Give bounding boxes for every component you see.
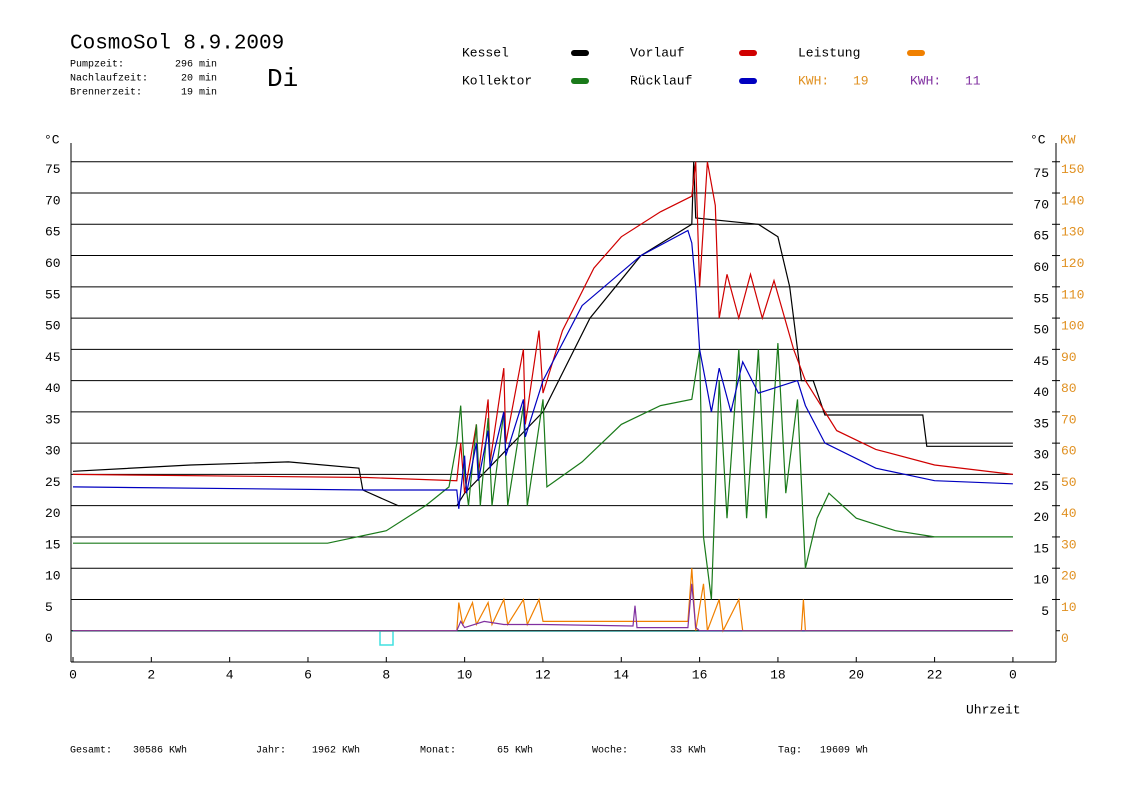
y-tick-label: 55	[45, 287, 61, 302]
x-tick-label: 10	[457, 667, 473, 682]
info-label: Nachlaufzeit:	[70, 73, 148, 85]
y-tick-label: 15	[45, 537, 61, 552]
chart-title: CosmoSol 8.9.2009	[70, 33, 284, 56]
legend-label: Leistung	[798, 45, 860, 60]
y-tick-label: 20	[45, 506, 61, 521]
kwh-label: KWH:	[910, 73, 941, 88]
y-tick-label: 5	[45, 600, 53, 615]
info-label: Pumpzeit:	[70, 59, 124, 71]
y2-tick-label: 100	[1061, 319, 1084, 334]
y-right-tick-label: 30	[1033, 448, 1049, 463]
legend-label: Kollektor	[462, 73, 532, 88]
footer-label: Woche:	[592, 745, 628, 757]
y-right-tick-label: 10	[1033, 573, 1049, 588]
x-tick-label: 6	[304, 667, 312, 682]
x-tick-label: 12	[535, 667, 551, 682]
y2-tick-label: 120	[1061, 256, 1084, 271]
footer-label: Monat:	[420, 746, 456, 757]
y-tick-label: 50	[45, 319, 61, 334]
x-tick-label: 0	[69, 667, 77, 682]
y2-tick-label: 60	[1061, 444, 1077, 459]
y2-tick-label: 50	[1061, 475, 1077, 490]
legend-label: Rücklauf	[630, 73, 692, 88]
y2-tick-label: 40	[1061, 506, 1077, 521]
y-tick-label: 65	[45, 225, 61, 240]
y-tick-label: 10	[45, 569, 61, 584]
y2-tick-label: 0	[1061, 631, 1069, 646]
y2-tick-label: 110	[1061, 287, 1084, 302]
y-tick-label: 35	[45, 412, 61, 427]
y-right-tick-label: 40	[1033, 385, 1049, 400]
y-tick-label: 70	[45, 193, 61, 208]
x-tick-label: 20	[848, 667, 864, 682]
y-right-tick-label: 60	[1033, 260, 1049, 275]
y2-tick-label: 150	[1061, 162, 1084, 177]
y-right-tick-label: 35	[1033, 416, 1049, 431]
x-tick-label: 14	[613, 667, 629, 682]
y2-tick-label: 130	[1061, 225, 1084, 240]
y-right-tick-label: 5	[1041, 604, 1049, 619]
footer-value: 19609 Wh	[820, 745, 868, 757]
y-right-tick-label: 50	[1033, 323, 1049, 338]
footer-label: Jahr:	[256, 745, 286, 757]
y2-tick-label: 70	[1061, 412, 1077, 427]
y2-tick-label: 140	[1061, 193, 1084, 208]
kwh-value: 11	[965, 73, 981, 88]
x-tick-label: 0	[1009, 667, 1017, 682]
x-tick-label: 22	[927, 667, 943, 682]
x-tick-label: 8	[382, 667, 390, 682]
series-line	[72, 229, 1013, 509]
legend-label: Kessel	[462, 45, 509, 60]
x-axis-label: Uhrzeit	[966, 702, 1021, 717]
marker-box	[379, 630, 394, 646]
y2-tick-label: 90	[1061, 350, 1077, 365]
x-tick-label: 16	[692, 667, 708, 682]
kwh-label: KWH:	[798, 73, 829, 88]
y-right-tick-label: 20	[1033, 510, 1049, 525]
y2-axis-label: KW	[1060, 132, 1076, 147]
y-tick-label: 40	[45, 381, 61, 396]
footer-label: Gesamt:	[70, 746, 112, 757]
series-line	[73, 568, 1013, 633]
x-tick-label: 4	[226, 667, 234, 682]
y-tick-label: 0	[45, 631, 53, 646]
y-right-tick-label: 75	[1033, 166, 1049, 181]
y-tick-label: 75	[45, 162, 61, 177]
y-tick-label: 60	[45, 256, 61, 271]
y-right-tick-label: 55	[1033, 291, 1049, 306]
series-line	[73, 343, 1013, 600]
info-value: 20 min	[181, 73, 217, 85]
x-tick-label: 18	[770, 667, 786, 682]
y-right-tick-label: 15	[1033, 541, 1049, 556]
y-tick-label: 25	[45, 475, 61, 490]
y2-tick-label: 20	[1061, 569, 1077, 584]
y2-tick-label: 80	[1061, 381, 1077, 396]
y-right-tick-label: 65	[1033, 229, 1049, 244]
x-tick-label: 2	[147, 667, 155, 682]
footer-value: 1962 KWh	[312, 745, 360, 757]
y2-tick-label: 30	[1061, 537, 1077, 552]
y-right-tick-label: 70	[1033, 197, 1049, 212]
y-right-tick-label: 45	[1033, 354, 1049, 369]
y-axis-label: °C	[44, 132, 60, 147]
y-tick-label: 45	[45, 350, 61, 365]
series-line	[72, 161, 1013, 507]
footer-value: 65 KWh	[497, 745, 533, 757]
series-line	[73, 583, 1013, 632]
footer-value: 30586 KWh	[133, 745, 187, 757]
weekday: Di	[267, 64, 298, 94]
info-label: Brennerzeit:	[70, 87, 142, 99]
y-right-tick-label: 25	[1033, 479, 1049, 494]
footer-value: 33 KWh	[670, 745, 706, 757]
y-right-axis-label: °C	[1030, 132, 1046, 147]
info-value: 296 min	[175, 59, 217, 71]
footer-label: Tag:	[778, 746, 802, 757]
legend-label: Vorlauf	[630, 45, 685, 60]
y2-tick-label: 10	[1061, 600, 1077, 615]
y-tick-label: 30	[45, 444, 61, 459]
kwh-value: 19	[853, 73, 869, 88]
info-value: 19 min	[181, 87, 217, 99]
